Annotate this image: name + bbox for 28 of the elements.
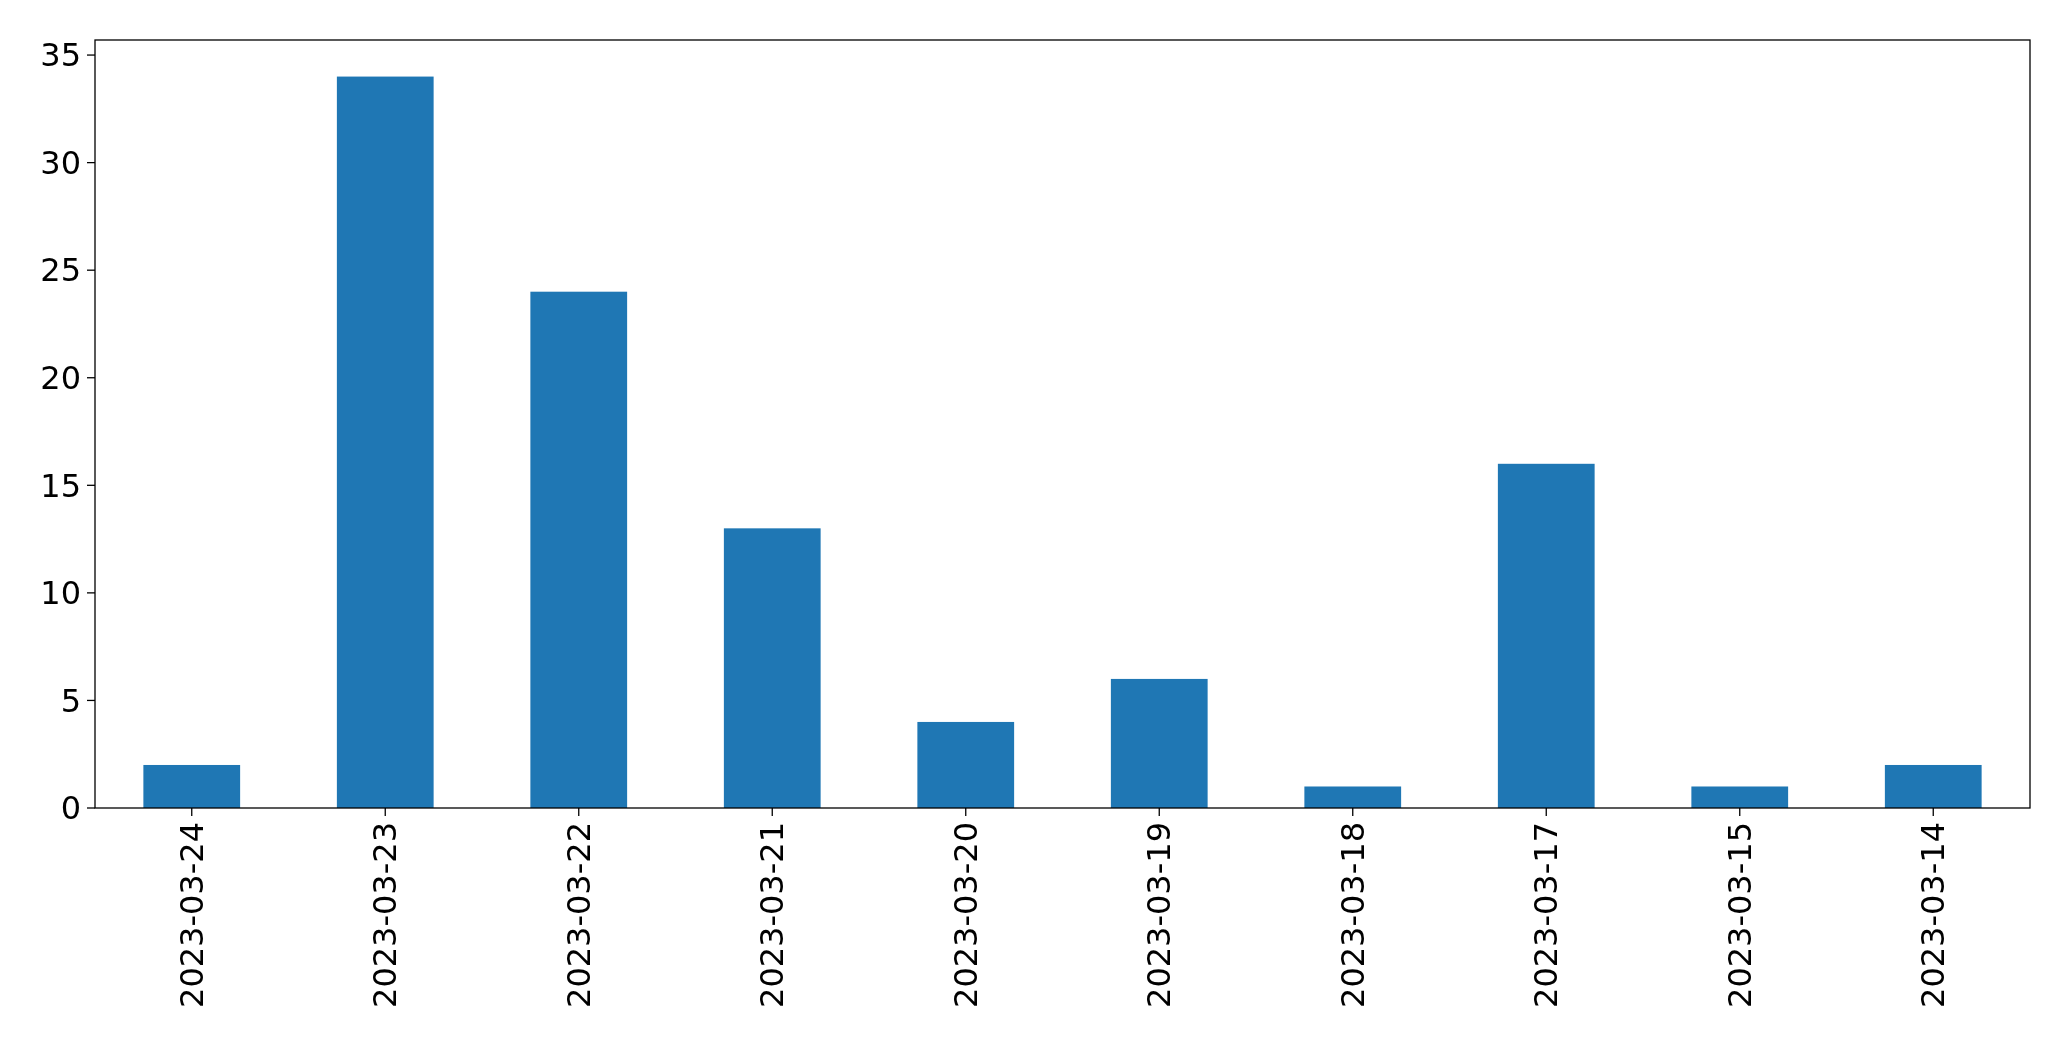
x-tick-label: 2023-03-24	[172, 822, 211, 1008]
x-tick-label: 2023-03-20	[946, 822, 985, 1008]
y-tick-label: 20	[40, 358, 81, 397]
bar	[1497, 463, 1595, 808]
y-tick-label: 25	[40, 251, 81, 290]
y-tick-label: 5	[60, 681, 81, 720]
x-tick-label: 2023-03-23	[366, 822, 405, 1008]
bar	[336, 76, 434, 808]
bar	[143, 764, 241, 808]
bar	[1110, 678, 1208, 808]
bar	[1304, 786, 1402, 808]
x-tick-label: 2023-03-17	[1527, 822, 1566, 1008]
y-tick-label: 35	[40, 36, 81, 75]
y-tick-label: 15	[40, 466, 81, 505]
bar	[1884, 764, 1982, 808]
x-tick-label: 2023-03-21	[753, 822, 792, 1008]
y-tick-label: 0	[60, 789, 81, 828]
x-tick-label: 2023-03-14	[1914, 822, 1953, 1008]
x-tick-label: 2023-03-15	[1720, 822, 1759, 1008]
x-tick-label: 2023-03-22	[559, 822, 598, 1008]
bar	[917, 721, 1015, 808]
y-tick-label: 30	[40, 143, 81, 182]
x-tick-label: 2023-03-18	[1333, 822, 1372, 1008]
bar	[723, 528, 821, 808]
y-tick-label: 10	[40, 574, 81, 613]
x-tick-label: 2023-03-19	[1140, 822, 1179, 1008]
bar	[530, 291, 628, 808]
bar	[1691, 786, 1789, 808]
